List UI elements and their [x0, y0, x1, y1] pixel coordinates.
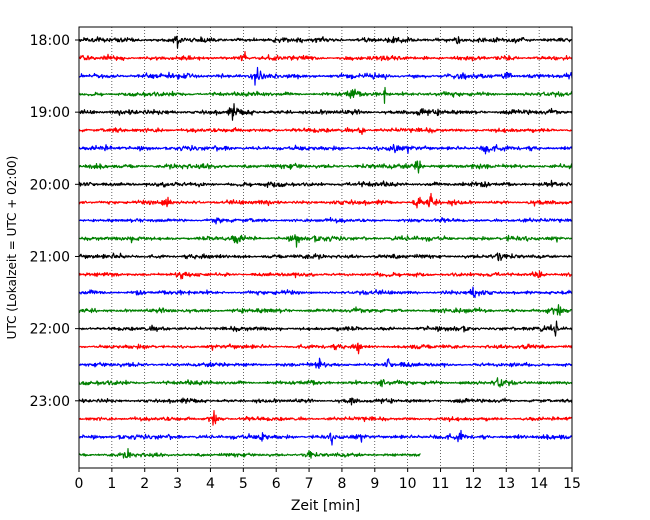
trace-2215 — [78, 342, 573, 355]
trace-2300 — [78, 397, 573, 406]
trace-1930 — [78, 143, 573, 155]
x-tick-label-11: 11 — [432, 476, 450, 492]
trace-2045 — [78, 234, 573, 248]
y-tick-label-5: 23:00 — [30, 394, 70, 410]
trace-2100 — [78, 252, 573, 262]
x-tick-label-12: 12 — [464, 476, 482, 492]
trace-2345 — [78, 448, 421, 459]
x-tick-label-5: 5 — [239, 476, 248, 492]
trace-2200 — [78, 320, 573, 337]
trace-1815 — [78, 50, 573, 62]
trace-2230 — [78, 357, 573, 369]
trace-2315 — [78, 410, 573, 426]
trace-2115 — [78, 270, 573, 280]
y-tick-label-3: 21:00 — [30, 249, 70, 265]
x-tick-label-0: 0 — [75, 476, 84, 492]
trace-1830 — [78, 66, 573, 86]
x-tick-label-15: 15 — [563, 476, 581, 492]
trace-2245 — [78, 377, 573, 388]
ticks-layer: 0 1 2 3 4 5 6 7 8 9 10 11 12 13 14 1518:0019:0020:0021:… — [30, 33, 581, 492]
x-tick-label-10: 10 — [399, 476, 417, 492]
trace-2030 — [78, 216, 573, 225]
trace-2145 — [78, 304, 573, 316]
trace-1845 — [78, 86, 573, 104]
x-tick-label-9: 9 — [370, 476, 379, 492]
x-tick-label-13: 13 — [497, 476, 515, 492]
trace-2000 — [78, 179, 573, 188]
x-tick-label-1: 1 — [107, 476, 116, 492]
y-tick-label-1: 19:00 — [30, 105, 70, 121]
x-tick-label-6: 6 — [272, 476, 281, 492]
x-tick-label-8: 8 — [337, 476, 346, 492]
y-tick-label-4: 22:00 — [30, 322, 70, 338]
trace-2015 — [78, 192, 573, 209]
y-axis-label: UTC (Lokalzeit = UTC + 02:00) — [5, 156, 19, 340]
trace-1945 — [78, 160, 573, 174]
trace-2330 — [78, 429, 573, 446]
x-axis-label: Zeit [min] — [291, 498, 360, 514]
traces-layer — [78, 35, 573, 459]
x-tick-label-14: 14 — [530, 476, 548, 492]
x-tick-label-2: 2 — [140, 476, 149, 492]
trace-2130 — [78, 286, 573, 299]
y-tick-label-2: 20:00 — [30, 177, 70, 193]
trace-1800 — [78, 35, 573, 49]
plot-frame — [78, 26, 573, 469]
x-tick-label-7: 7 — [305, 476, 314, 492]
trace-1915 — [78, 126, 573, 136]
trace-1900 — [78, 103, 573, 121]
y-tick-label-0: 18:00 — [30, 33, 70, 49]
x-tick-label-3: 3 — [173, 476, 182, 492]
x-tick-label-4: 4 — [206, 476, 215, 492]
